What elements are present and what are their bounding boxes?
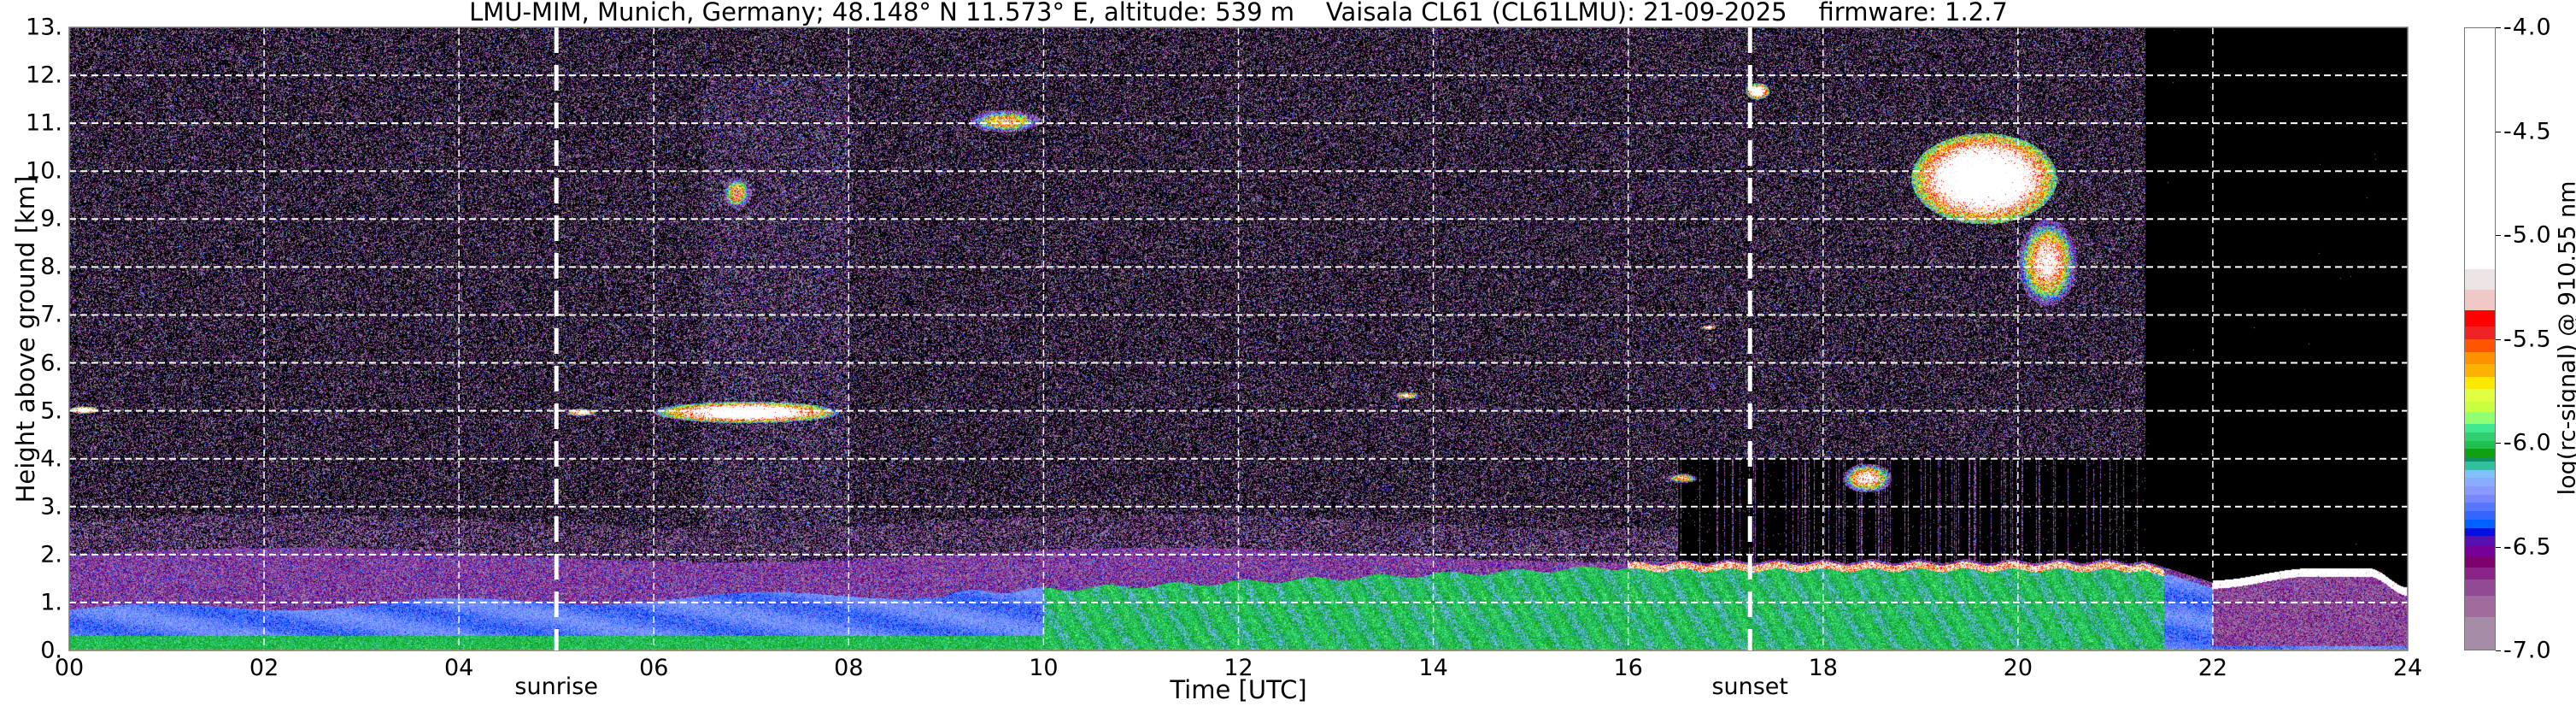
colorbar-segment	[2465, 535, 2495, 547]
sunrise-label: sunrise	[514, 674, 598, 700]
colorbar-segment	[2465, 268, 2495, 290]
sunset-label: sunset	[1711, 674, 1788, 700]
x-tick-label: 08	[834, 655, 864, 681]
colorbar-segment	[2465, 595, 2495, 617]
y-tick-label: 8.	[40, 253, 62, 280]
x-tick-label: 12	[1223, 655, 1253, 681]
colorbar-tick-label: -5.0	[2503, 221, 2552, 249]
y-tick-label: 0.	[40, 637, 62, 664]
colorbar-segment	[2465, 556, 2495, 568]
colorbar-segment	[2465, 579, 2495, 597]
colorbar-tick-label: -4.0	[2503, 14, 2552, 41]
colorbar-segment	[2465, 519, 2495, 528]
colorbar-tick-mark	[2496, 27, 2501, 28]
x-tick-label: 24	[2392, 655, 2423, 681]
x-tick-label: 20	[2003, 655, 2033, 681]
colorbar-segment	[2465, 28, 2495, 269]
colorbar-segment	[2465, 326, 2495, 339]
y-tick-label: 9.	[40, 205, 62, 232]
colorbar-segment	[2465, 545, 2495, 557]
chart-title: LMU-MIM, Munich, Germany; 48.148° N 11.5…	[469, 0, 2008, 26]
y-axis-label: Height above ground [km]	[11, 175, 40, 503]
colorbar-tick-label: -6.5	[2503, 533, 2552, 560]
colorbar-tick-mark	[2496, 443, 2501, 444]
x-tick-label: 22	[2198, 655, 2228, 681]
colorbar-segment	[2465, 461, 2495, 470]
colorbar-segment	[2465, 502, 2495, 512]
x-tick-label: 14	[1418, 655, 1448, 681]
plot-overlay	[68, 26, 2409, 651]
colorbar-segment	[2465, 494, 2495, 503]
y-tick-label: 7.	[40, 301, 62, 328]
colorbar-segment	[2465, 411, 2495, 425]
colorbar-segment	[2465, 469, 2495, 479]
colorbar-segment	[2465, 338, 2495, 352]
colorbar-segment	[2465, 440, 2495, 450]
colorbar-segment	[2465, 616, 2495, 650]
colorbar	[2464, 27, 2496, 650]
colorbar-segment	[2465, 309, 2495, 327]
colorbar-segment	[2465, 351, 2495, 365]
x-tick-label: 18	[1808, 655, 1838, 681]
colorbar-segment	[2465, 456, 2495, 462]
x-tick-label: 16	[1613, 655, 1643, 681]
colorbar-segment	[2465, 448, 2495, 458]
y-tick-label: 12.	[26, 62, 62, 89]
x-axis-label: Time [UTC]	[1170, 675, 1307, 704]
colorbar-label: log(rc-signal) @ 910.55 nm	[2554, 180, 2576, 496]
y-tick-label: 3.	[40, 493, 62, 521]
y-tick-label: 13.	[26, 14, 62, 41]
colorbar-tick-label: -5.5	[2503, 326, 2552, 352]
x-tick-label: 10	[1029, 655, 1059, 681]
colorbar-segment	[2465, 376, 2495, 390]
y-tick-label: 1.	[40, 589, 62, 616]
colorbar-segment	[2465, 510, 2495, 520]
colorbar-segment	[2465, 432, 2495, 441]
y-tick-label: 4.	[40, 445, 62, 473]
colorbar-segment	[2465, 363, 2495, 377]
x-tick-label: 04	[443, 655, 474, 681]
y-tick-label: 5.	[40, 397, 62, 425]
y-tick-label: 10.	[26, 157, 62, 185]
colorbar-segment	[2465, 527, 2495, 537]
colorbar-tick-mark	[2496, 338, 2501, 340]
colorbar-tick-label: -4.5	[2503, 118, 2552, 144]
x-tick-label: 06	[639, 655, 669, 681]
plot-area	[68, 26, 2409, 651]
colorbar-segment	[2465, 485, 2495, 495]
colorbar-tick-label: -6.0	[2503, 429, 2552, 456]
colorbar-tick-label: -7.0	[2503, 637, 2552, 664]
colorbar-segment	[2465, 401, 2495, 412]
x-tick-label: 02	[249, 655, 279, 681]
x-tick-label: 00	[54, 655, 85, 681]
colorbar-segment	[2465, 423, 2495, 433]
axes-frame	[68, 26, 2409, 651]
y-tick-label: 2.	[40, 541, 62, 568]
colorbar-segment	[2465, 289, 2495, 311]
colorbar-tick-mark	[2496, 546, 2501, 548]
colorbar-segment	[2465, 388, 2495, 402]
colorbar-segment	[2465, 477, 2495, 487]
y-tick-label: 6.	[40, 350, 62, 377]
colorbar-tick-mark	[2496, 235, 2501, 236]
colorbar-tick-mark	[2496, 650, 2501, 651]
colorbar-segment	[2465, 567, 2495, 580]
y-tick-label: 11.	[26, 109, 62, 137]
